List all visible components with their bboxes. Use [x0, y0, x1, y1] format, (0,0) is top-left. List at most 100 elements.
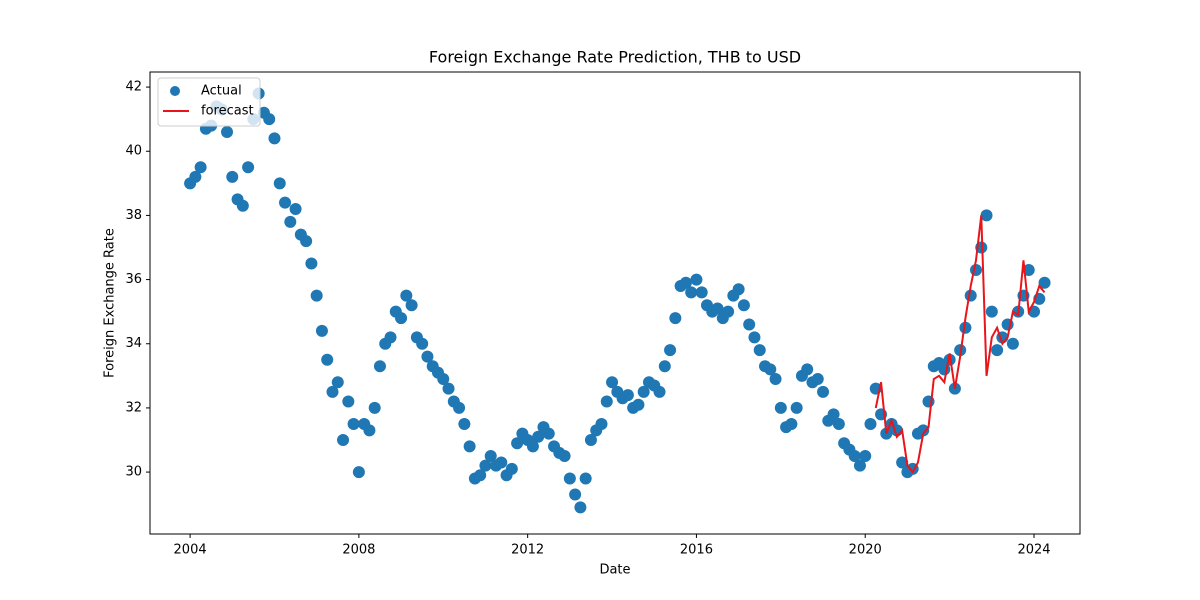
data-point — [442, 382, 455, 395]
data-point — [690, 273, 703, 286]
data-point — [732, 283, 745, 296]
data-point — [495, 456, 508, 469]
y-tick-label: 36 — [125, 272, 142, 287]
data-point — [1006, 337, 1019, 350]
x-tick-label: 2020 — [849, 543, 882, 558]
data-point — [453, 401, 466, 414]
data-point — [632, 398, 645, 411]
data-point — [722, 305, 735, 318]
data-point — [347, 417, 360, 430]
data-point — [695, 286, 708, 299]
y-tick-label: 40 — [125, 144, 142, 159]
data-point — [859, 450, 872, 463]
x-tick-label: 2012 — [511, 543, 544, 558]
data-point — [279, 196, 292, 209]
data-point — [917, 424, 930, 437]
data-point — [395, 312, 408, 325]
y-axis-label: Foreign Exchange Rate — [103, 228, 118, 378]
data-point — [737, 299, 750, 312]
data-point — [194, 161, 207, 174]
data-point — [315, 324, 328, 337]
data-point — [991, 344, 1004, 357]
data-point — [542, 427, 555, 440]
data-point — [743, 318, 756, 331]
data-point — [827, 408, 840, 421]
data-point — [853, 459, 866, 472]
data-point — [1038, 276, 1051, 289]
data-point — [600, 395, 613, 408]
data-point — [790, 401, 803, 414]
data-point — [711, 302, 724, 315]
data-point — [748, 331, 761, 344]
data-point — [569, 488, 582, 501]
data-point — [479, 459, 492, 472]
data-point — [289, 202, 302, 215]
data-point — [463, 440, 476, 453]
data-point — [511, 437, 524, 450]
x-tick-label: 2004 — [174, 543, 207, 558]
legend-label: forecast — [201, 104, 254, 119]
data-point — [305, 257, 318, 270]
data-point — [458, 417, 471, 430]
data-point — [558, 450, 571, 463]
data-point — [321, 353, 334, 366]
data-point — [284, 215, 297, 228]
data-point — [437, 373, 450, 386]
data-point — [474, 469, 487, 482]
data-point — [785, 417, 798, 430]
data-point — [811, 373, 824, 386]
data-point — [384, 331, 397, 344]
data-point — [363, 424, 376, 437]
data-point — [263, 113, 276, 126]
data-point — [242, 161, 255, 174]
data-point — [405, 299, 418, 312]
x-tick-label: 2008 — [342, 543, 375, 558]
legend-marker — [170, 86, 180, 96]
data-point — [606, 376, 619, 389]
legend-box — [157, 77, 261, 127]
y-tick-label: 42 — [125, 80, 142, 95]
data-point — [352, 466, 365, 479]
data-point — [268, 132, 281, 145]
data-point — [189, 170, 202, 183]
data-point — [969, 263, 982, 276]
data-point — [226, 170, 239, 183]
data-point — [421, 350, 434, 363]
data-point — [310, 289, 323, 302]
data-point — [526, 440, 539, 453]
data-point — [484, 450, 497, 463]
data-point — [664, 344, 677, 357]
data-point — [959, 321, 972, 334]
data-point — [595, 417, 608, 430]
data-point — [579, 472, 592, 485]
data-point — [669, 312, 682, 325]
data-point — [563, 472, 576, 485]
x-tick-label: 2016 — [680, 543, 713, 558]
data-point — [679, 276, 692, 289]
y-tick-label: 34 — [125, 336, 142, 351]
plot-frame — [149, 71, 1081, 535]
legend: Actual forecast — [157, 77, 261, 127]
data-point — [896, 456, 909, 469]
data-point — [864, 417, 877, 430]
data-point — [764, 363, 777, 376]
data-point — [753, 344, 766, 357]
data-point — [980, 209, 993, 222]
data-point — [769, 373, 782, 386]
data-point — [574, 501, 587, 514]
data-point — [300, 235, 313, 248]
data-point — [985, 305, 998, 318]
data-point — [685, 286, 698, 299]
data-point — [584, 433, 597, 446]
data-point — [331, 376, 344, 389]
data-point — [653, 385, 666, 398]
data-point — [368, 401, 381, 414]
data-point — [342, 395, 355, 408]
data-point — [621, 389, 634, 402]
data-point — [221, 125, 234, 138]
data-point — [637, 385, 650, 398]
data-point — [801, 363, 814, 376]
data-point — [532, 430, 545, 443]
data-point — [236, 199, 249, 212]
